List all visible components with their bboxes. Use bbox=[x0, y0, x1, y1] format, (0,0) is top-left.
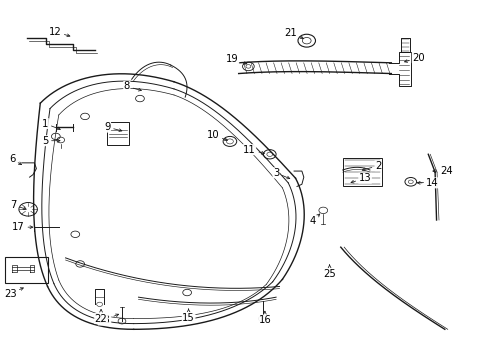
Text: 15: 15 bbox=[182, 309, 195, 323]
Text: 11: 11 bbox=[243, 145, 264, 155]
Text: 25: 25 bbox=[323, 265, 335, 279]
Text: 7: 7 bbox=[10, 200, 26, 210]
Text: 3: 3 bbox=[272, 168, 289, 179]
Text: 9: 9 bbox=[104, 122, 122, 132]
Text: 19: 19 bbox=[225, 54, 246, 64]
Text: 5: 5 bbox=[42, 136, 60, 146]
Text: 6: 6 bbox=[9, 154, 21, 165]
Text: 21: 21 bbox=[284, 28, 303, 39]
Text: 1: 1 bbox=[42, 118, 60, 130]
Text: 8: 8 bbox=[123, 81, 141, 91]
Text: 17: 17 bbox=[12, 222, 33, 232]
Text: 2: 2 bbox=[362, 161, 381, 171]
Text: 12: 12 bbox=[48, 27, 70, 37]
Text: 20: 20 bbox=[404, 53, 424, 63]
Text: 24: 24 bbox=[432, 166, 452, 176]
Text: 18: 18 bbox=[98, 314, 119, 325]
Text: 22: 22 bbox=[95, 309, 107, 324]
Text: 14: 14 bbox=[416, 178, 437, 188]
Text: 23: 23 bbox=[4, 288, 23, 298]
FancyBboxPatch shape bbox=[107, 122, 128, 145]
Text: 13: 13 bbox=[350, 173, 371, 183]
Text: 16: 16 bbox=[258, 311, 271, 325]
FancyBboxPatch shape bbox=[5, 257, 48, 283]
Text: 10: 10 bbox=[206, 130, 227, 141]
Text: 4: 4 bbox=[309, 214, 319, 226]
